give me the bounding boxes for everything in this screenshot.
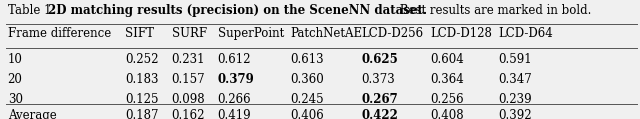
Text: 0.239: 0.239 <box>499 93 532 106</box>
Text: SuperPoint: SuperPoint <box>218 27 284 40</box>
Text: 0.098: 0.098 <box>172 93 205 106</box>
Text: SIFT: SIFT <box>125 27 154 40</box>
Text: SURF: SURF <box>172 27 207 40</box>
Text: LCD-D64: LCD-D64 <box>499 27 554 40</box>
Text: 0.373: 0.373 <box>362 73 396 86</box>
Text: 0.231: 0.231 <box>172 53 205 66</box>
Text: 0.266: 0.266 <box>218 93 252 106</box>
Text: 0.392: 0.392 <box>499 109 532 119</box>
Text: Table 1:: Table 1: <box>8 4 59 17</box>
Text: 0.591: 0.591 <box>499 53 532 66</box>
Text: 0.379: 0.379 <box>218 73 254 86</box>
Text: 2D matching results (precision) on the SceneNN dataset.: 2D matching results (precision) on the S… <box>48 4 427 17</box>
Text: 0.604: 0.604 <box>430 53 464 66</box>
Text: Average: Average <box>8 109 56 119</box>
Text: Frame difference: Frame difference <box>8 27 111 40</box>
Text: 0.419: 0.419 <box>218 109 252 119</box>
Text: 0.613: 0.613 <box>290 53 324 66</box>
Text: 0.625: 0.625 <box>362 53 398 66</box>
Text: 0.157: 0.157 <box>172 73 205 86</box>
Text: 30: 30 <box>8 93 22 106</box>
Text: Best results are marked in bold.: Best results are marked in bold. <box>396 4 591 17</box>
Text: 0.406: 0.406 <box>290 109 324 119</box>
Text: 0.612: 0.612 <box>218 53 251 66</box>
Text: 0.162: 0.162 <box>172 109 205 119</box>
Text: 0.252: 0.252 <box>125 53 158 66</box>
Text: 0.408: 0.408 <box>430 109 464 119</box>
Text: 10: 10 <box>8 53 22 66</box>
Text: PatchNetAE: PatchNetAE <box>290 27 362 40</box>
Text: 0.183: 0.183 <box>125 73 158 86</box>
Text: 0.267: 0.267 <box>362 93 398 106</box>
Text: 0.364: 0.364 <box>430 73 464 86</box>
Text: 0.125: 0.125 <box>125 93 158 106</box>
Text: 0.360: 0.360 <box>290 73 324 86</box>
Text: LCD-D256: LCD-D256 <box>362 27 424 40</box>
Text: 0.347: 0.347 <box>499 73 532 86</box>
Text: 0.187: 0.187 <box>125 109 158 119</box>
Text: 0.256: 0.256 <box>430 93 464 106</box>
Text: 0.245: 0.245 <box>290 93 324 106</box>
Text: LCD-D128: LCD-D128 <box>430 27 492 40</box>
Text: 0.422: 0.422 <box>362 109 399 119</box>
Text: 20: 20 <box>8 73 22 86</box>
